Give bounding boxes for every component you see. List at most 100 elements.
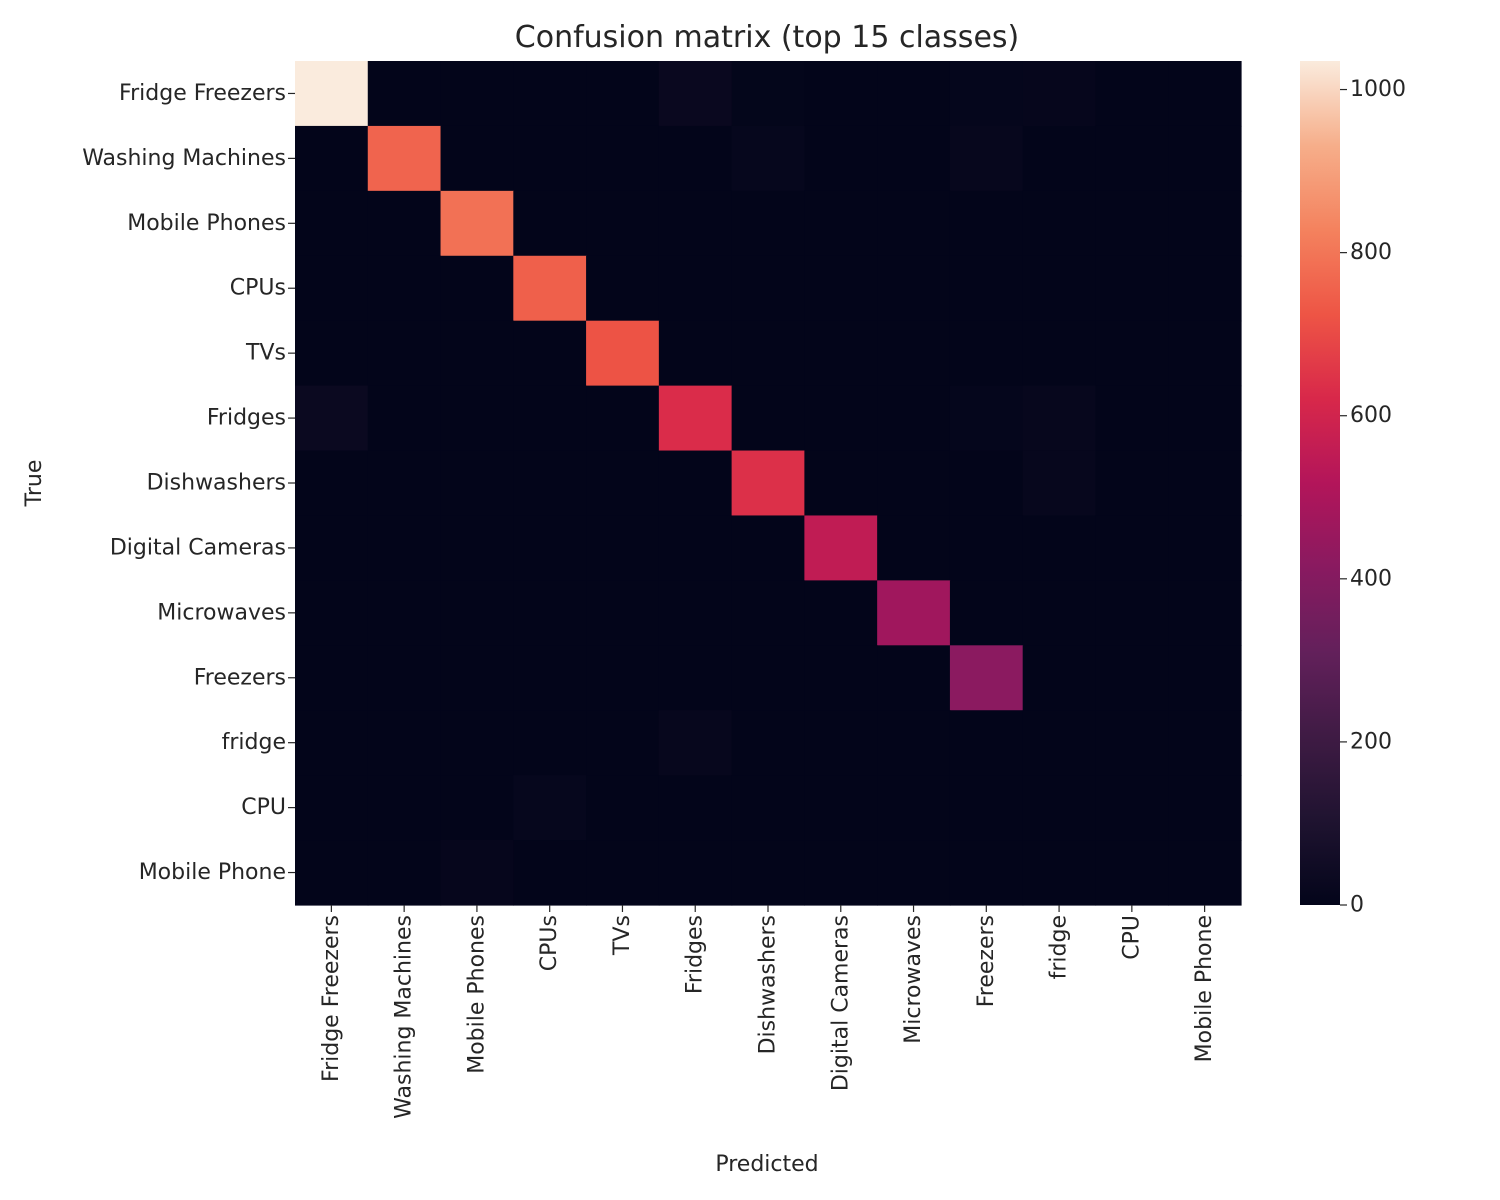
heatmap-cell [295, 645, 369, 711]
heatmap-cell [1168, 710, 1242, 776]
heatmap-cell [1168, 255, 1242, 322]
column-tick-label: Washing Machines [392, 915, 417, 1119]
heatmap-cell [440, 645, 514, 711]
heatmap-cell [513, 775, 587, 841]
column-tick-label: Digital Cameras [828, 915, 853, 1091]
heatmap-cell [295, 580, 369, 646]
heatmap-cell [367, 840, 442, 906]
heatmap-cell [804, 125, 878, 192]
heatmap-cell [1095, 775, 1169, 841]
heatmap-cell [1168, 775, 1242, 841]
heatmap-cell [877, 255, 951, 322]
heatmap-cell [367, 645, 442, 711]
heatmap-cell [513, 125, 587, 192]
heatmap-cell [949, 320, 1024, 387]
heatmap-cell [295, 450, 369, 517]
heatmap-cell [731, 125, 805, 192]
heatmap-cell [586, 580, 660, 646]
heatmap-cell [658, 385, 733, 452]
heatmap-cell [295, 775, 369, 841]
heatmap-cell [1095, 515, 1169, 581]
heatmap-cell [1168, 125, 1242, 192]
heatmap-cell [440, 450, 514, 517]
heatmap-cell [877, 61, 951, 127]
heatmap-cell [731, 580, 805, 646]
row-tick-label: Dishwashers [147, 471, 286, 496]
heatmap-cell [1168, 840, 1242, 906]
heatmap-cell [804, 840, 878, 906]
row-tick-label: Mobile Phones [127, 211, 286, 236]
heatmap-cell [513, 190, 587, 257]
heatmap-cell [658, 61, 733, 127]
heatmap-cell [731, 775, 805, 841]
column-tick-labels: Fridge Freezers Washing Machines Mobile Ph… [319, 905, 1217, 1119]
heatmap-cell [1022, 645, 1097, 711]
heatmap-cell [804, 255, 878, 322]
heatmap-cell [877, 515, 951, 581]
row-tick-label: TVs [245, 341, 286, 366]
heatmap-cell [586, 710, 660, 776]
column-tick-label: Microwaves [901, 915, 926, 1044]
heatmap-cell [295, 385, 369, 452]
heatmap-cell [367, 61, 442, 127]
heatmap-cell [295, 320, 369, 387]
heatmap-cell [586, 775, 660, 841]
heatmap-cell [949, 580, 1024, 646]
row-tick-label: Mobile Phone [139, 860, 286, 885]
column-tick-label: Dishwashers [756, 915, 781, 1054]
heatmap-cell [1095, 710, 1169, 776]
heatmap-cell [658, 320, 733, 387]
heatmap-cell [295, 515, 369, 581]
heatmap-cell [440, 61, 514, 127]
row-tick-label: Fridge Freezers [119, 81, 286, 106]
heatmap-cell [1095, 125, 1169, 192]
heatmap-cell [367, 125, 442, 192]
heatmap-cell [804, 515, 878, 581]
heatmap-cell [367, 710, 442, 776]
heatmap-cell [1022, 125, 1097, 192]
heatmap-cell [367, 255, 442, 322]
heatmap-cell [949, 710, 1024, 776]
heatmap-cell [586, 385, 660, 452]
heatmap-cell [731, 515, 805, 581]
heatmap-cell [586, 450, 660, 517]
heatmap-cell [731, 385, 805, 452]
colorbar [1300, 61, 1340, 905]
heatmap-cell [367, 580, 442, 646]
heatmap-cell [949, 385, 1024, 452]
chart-title: Confusion matrix (top 15 classes) [515, 20, 1019, 55]
heatmap-cell [586, 125, 660, 192]
heatmap-cell [440, 190, 514, 257]
heatmap-cell [949, 125, 1024, 192]
heatmap-cell [877, 840, 951, 906]
heatmap-cell [658, 190, 733, 257]
heatmap-cell [877, 710, 951, 776]
heatmap-cell [586, 840, 660, 906]
heatmap-cell [1095, 255, 1169, 322]
heatmap-cell [367, 320, 442, 387]
row-tick-labels: Fridge Freezers Washing Machines Mobile Ph… [82, 81, 295, 885]
heatmap-cell [295, 61, 369, 127]
heatmap-cell [513, 450, 587, 517]
heatmap-cell [658, 450, 733, 517]
x-axis-label: Predicted [715, 1152, 818, 1177]
heatmap-cell [1168, 61, 1242, 127]
heatmap-cell [367, 450, 442, 517]
column-tick-label: Mobile Phones [464, 915, 489, 1074]
heatmap-cell [949, 840, 1024, 906]
heatmap-cell [440, 580, 514, 646]
heatmap-cell [658, 255, 733, 322]
heatmap-cell [1095, 190, 1169, 257]
colorbar-tick-label: 600 [1350, 403, 1392, 428]
column-tick-label: Fridges [683, 915, 708, 994]
heatmap-cell [1095, 320, 1169, 387]
column-tick-label: Fridge Freezers [319, 915, 344, 1082]
heatmap-cell [1095, 61, 1169, 127]
heatmap-cell [731, 320, 805, 387]
heatmap-cell [804, 710, 878, 776]
heatmap-cell [804, 580, 878, 646]
heatmap-cell [949, 450, 1024, 517]
colorbar-tick-label: 400 [1350, 566, 1392, 591]
heatmap-cell [731, 645, 805, 711]
heatmap-cell [804, 61, 878, 127]
